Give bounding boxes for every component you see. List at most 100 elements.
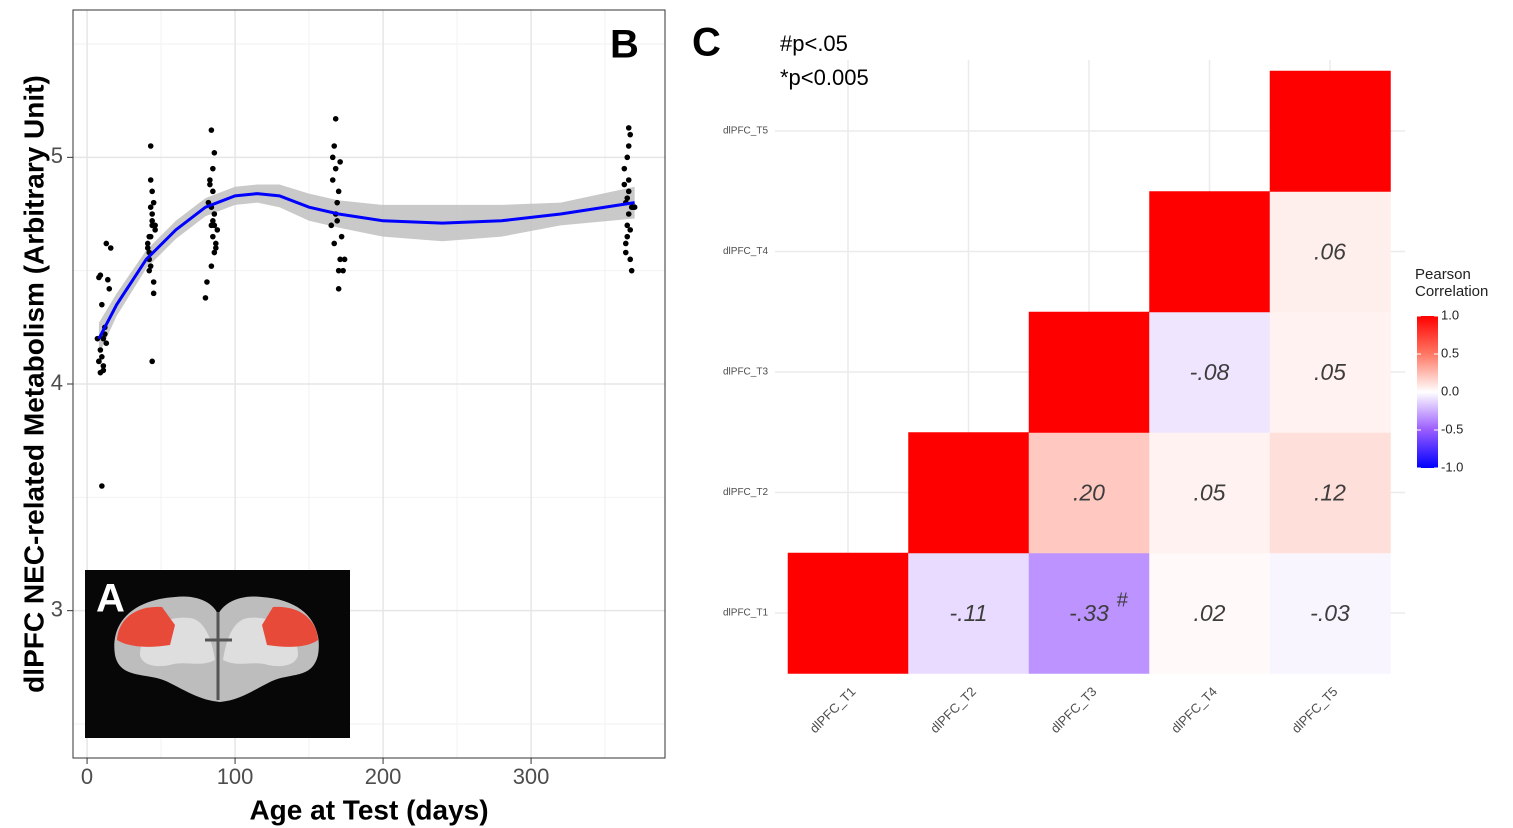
- colorbar-tick-label: 1.0: [1441, 307, 1459, 322]
- data-point: [212, 150, 218, 156]
- data-point: [108, 245, 114, 251]
- data-point: [210, 234, 216, 240]
- x-axis-title: Age at Test (days): [249, 794, 488, 825]
- data-point: [336, 189, 342, 195]
- data-point: [623, 241, 629, 247]
- data-point: [626, 143, 632, 149]
- data-point: [106, 286, 112, 292]
- x-tick-label: 200: [365, 764, 402, 789]
- data-point: [624, 234, 630, 240]
- data-point: [627, 257, 633, 263]
- data-point: [151, 279, 157, 285]
- cell-label: .12: [1314, 480, 1346, 506]
- data-point: [623, 250, 629, 256]
- data-point: [336, 286, 342, 292]
- data-point: [98, 272, 104, 278]
- data-point: [203, 295, 209, 301]
- brain-inset: A: [85, 570, 350, 738]
- data-point: [337, 159, 343, 165]
- heatmap-cell: [1270, 71, 1391, 192]
- data-point: [627, 227, 633, 233]
- data-point: [334, 218, 340, 224]
- data-point: [149, 359, 155, 365]
- data-point: [340, 268, 346, 274]
- panel-label: B: [610, 23, 639, 67]
- data-point: [212, 223, 218, 229]
- data-point: [149, 218, 155, 224]
- y-tick-label: dlPFC_T2: [723, 487, 768, 498]
- heatmap-cell: [908, 432, 1029, 553]
- panel-label: A: [96, 577, 125, 621]
- cell-label: .20: [1073, 480, 1105, 506]
- data-point: [328, 223, 334, 229]
- x-tick-label: dlPFC_T5: [1289, 684, 1341, 736]
- data-point: [98, 347, 104, 353]
- data-point: [146, 234, 152, 240]
- data-point: [148, 263, 154, 269]
- data-point: [101, 368, 107, 374]
- annotation: *p<0.005: [780, 65, 869, 90]
- data-point: [624, 155, 630, 161]
- cell-label: -.11: [950, 600, 988, 626]
- cell-label: .05: [1194, 480, 1226, 506]
- data-point: [207, 182, 213, 188]
- data-point: [212, 211, 218, 217]
- legend-title-box: Pearson Correlation: [1415, 266, 1513, 306]
- y-tick-label: dlPFC_T4: [723, 246, 768, 257]
- cell-label: -.33: [1069, 600, 1109, 626]
- data-point: [96, 359, 102, 365]
- colorbar-tick-label: 0.5: [1441, 345, 1459, 360]
- cell-label: -.03: [1310, 600, 1350, 626]
- cell-label: -.08: [1190, 359, 1230, 385]
- colorbar-tick-label: 0.0: [1441, 383, 1459, 398]
- data-point: [333, 166, 339, 172]
- data-point: [624, 195, 630, 201]
- y-tick-label: 5: [51, 143, 63, 168]
- y-axis-title: dlPFC NEC-related Metabolism (Arbitrary …: [18, 75, 49, 693]
- data-point: [148, 143, 154, 149]
- data-point: [151, 291, 157, 297]
- data-point: [330, 177, 336, 183]
- legend-title: Pearson Correlation: [1415, 266, 1513, 300]
- data-point: [622, 166, 628, 172]
- cell-label: .05: [1314, 359, 1346, 385]
- data-point: [331, 143, 337, 149]
- colorbar-tick-label: -0.5: [1441, 421, 1463, 436]
- data-point: [209, 263, 215, 269]
- y-tick-label: dlPFC_T1: [723, 608, 768, 619]
- data-point: [149, 211, 155, 217]
- data-point: [342, 257, 348, 263]
- data-point: [210, 189, 216, 195]
- x-tick-label: 100: [217, 764, 254, 789]
- data-point: [99, 302, 105, 308]
- data-point: [210, 166, 216, 172]
- colorbar-tick-label: -1.0: [1441, 459, 1463, 474]
- data-point: [99, 483, 105, 489]
- panel-c: dlPFC_T1 dlPFC_T2 dlPFC_T3 dlPFC_T4 dlPFC_T5…: [723, 60, 1463, 736]
- x-tick-label: dlPFC_T2: [927, 684, 979, 736]
- cell-label: .06: [1314, 239, 1346, 265]
- data-point: [331, 241, 337, 247]
- data-point: [148, 204, 154, 210]
- x-tick-label: dlPFC_T4: [1168, 684, 1220, 736]
- data-point: [105, 277, 111, 283]
- data-point: [626, 211, 632, 217]
- annotation: #p<.05: [780, 31, 848, 56]
- figure: 0100200300345Age at Test (days)dlPFC NEC…: [0, 0, 1513, 828]
- heatmap-cell: [1029, 312, 1150, 433]
- y-tick-label: dlPFC_T5: [723, 126, 768, 137]
- data-point: [145, 241, 151, 247]
- data-point: [626, 125, 632, 131]
- data-point: [148, 177, 154, 183]
- x-tick-label: dlPFC_T1: [807, 684, 859, 736]
- panel-label: C: [692, 21, 721, 65]
- x-tick-label: dlPFC_T3: [1048, 684, 1100, 736]
- x-tick-label: 0: [81, 764, 93, 789]
- data-point: [626, 177, 632, 183]
- data-point: [213, 245, 219, 251]
- y-tick-label: 3: [51, 596, 63, 621]
- data-point: [152, 227, 158, 233]
- y-tick-label: dlPFC_T3: [723, 367, 768, 378]
- y-tick-label: 4: [51, 370, 63, 395]
- heatmap-cell: [788, 553, 909, 674]
